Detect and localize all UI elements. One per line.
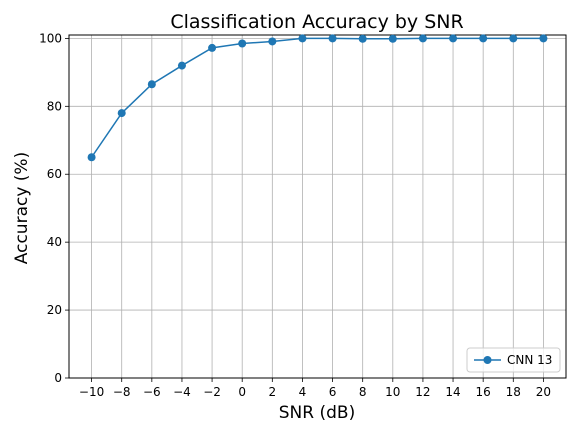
- chart-title: Classification Accuracy by SNR: [170, 11, 463, 33]
- x-tick-label: 2: [268, 385, 276, 399]
- x-tick-label: −2: [203, 385, 221, 399]
- x-tick-label: 18: [506, 385, 521, 399]
- data-point: [87, 153, 96, 162]
- x-tick-label: 10: [385, 385, 400, 399]
- y-axis-title: Accuracy (%): [12, 152, 32, 264]
- plot-area-frame: [68, 34, 567, 379]
- data-point: [539, 34, 548, 43]
- grid: [69, 35, 566, 379]
- x-tick-label: 12: [415, 385, 430, 399]
- y-tick-label: 100: [39, 31, 62, 45]
- data-point: [268, 37, 277, 46]
- series-cnn-13: [87, 34, 548, 162]
- x-tick-label: 20: [536, 385, 551, 399]
- series-line: [90, 37, 544, 158]
- x-tick-label: 14: [445, 385, 460, 399]
- x-tick-label: −8: [113, 385, 131, 399]
- y-tick-label: 20: [47, 303, 62, 317]
- x-tick-label: 4: [299, 385, 307, 399]
- data-point: [177, 61, 186, 70]
- x-tick-label: −6: [143, 385, 161, 399]
- data-point: [479, 34, 488, 43]
- x-axis-title: SNR (dB): [279, 403, 355, 423]
- x-tick-label: 0: [238, 385, 246, 399]
- y-tick-label: 40: [47, 235, 62, 249]
- y-tick-label: 60: [47, 167, 62, 181]
- data-point: [509, 34, 518, 43]
- x-tick-label: 8: [359, 385, 367, 399]
- legend-point-marker: [483, 356, 492, 364]
- y-tick-label: 0: [54, 371, 62, 385]
- data-point: [117, 109, 126, 118]
- x-tick-label: 16: [476, 385, 491, 399]
- x-tick-label: −4: [173, 385, 191, 399]
- y-tick-label: 80: [47, 99, 62, 113]
- legend-box: [466, 347, 561, 373]
- legend-label: CNN 13: [507, 353, 552, 367]
- data-point: [208, 43, 217, 52]
- data-point: [449, 34, 458, 43]
- data-point: [388, 34, 397, 43]
- legend: CNN 13: [466, 347, 561, 373]
- x-tick-label: 6: [329, 385, 337, 399]
- data-point: [238, 39, 247, 48]
- data-point: [147, 80, 156, 89]
- x-tick-label: −10: [79, 385, 104, 399]
- x-axis: −10 −8 −6 −4 −2 0 2 4 6 8 10 12 14 16 18 20: [79, 378, 551, 399]
- y-axis: 0 20 40 60 80 100: [39, 31, 69, 385]
- data-point: [418, 34, 427, 43]
- data-point: [328, 34, 337, 43]
- data-point: [298, 34, 307, 43]
- data-point: [358, 34, 367, 43]
